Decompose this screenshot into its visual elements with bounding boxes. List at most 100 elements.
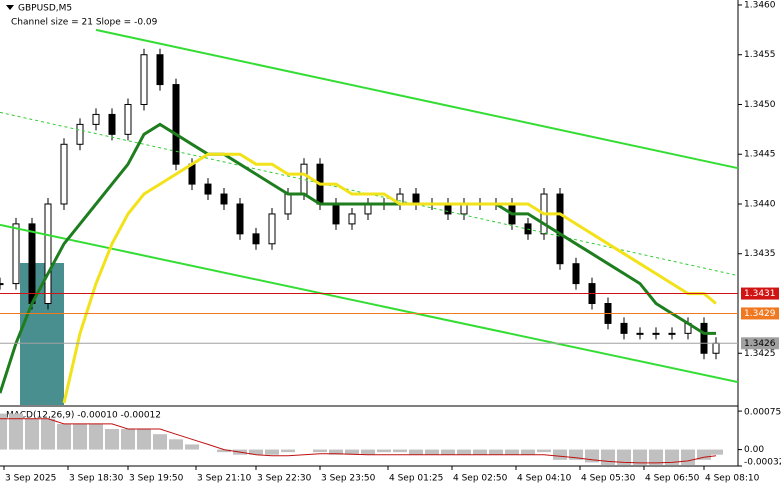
macd-bar bbox=[73, 423, 87, 450]
y-tick-label: 1.3440 bbox=[744, 199, 776, 209]
macd-bar bbox=[709, 449, 723, 455]
price-level-box bbox=[741, 337, 779, 350]
candle bbox=[284, 193, 292, 215]
x-tick-label: 4 Sep 04:10 bbox=[517, 474, 572, 484]
channel-line bbox=[0, 223, 739, 384]
macd-bar bbox=[249, 449, 263, 455]
candle bbox=[108, 113, 116, 135]
macd-bar bbox=[409, 449, 423, 455]
macd-bar bbox=[0, 413, 7, 450]
macd-label: MACD(12,26,9) -0.00010 -0.00012 bbox=[6, 411, 161, 421]
y-tick-label: 0.00075 bbox=[744, 408, 781, 418]
candle bbox=[572, 263, 580, 285]
macd-bar bbox=[505, 449, 519, 455]
x-tick-label: 3 Sep 22:30 bbox=[257, 474, 312, 484]
candle bbox=[348, 213, 356, 225]
candle bbox=[124, 103, 132, 135]
candle bbox=[60, 143, 68, 205]
x-tick-label: 3 Sep 19:50 bbox=[129, 474, 184, 484]
y-tick-label: 1.3435 bbox=[744, 249, 776, 259]
candle bbox=[172, 84, 180, 165]
candle bbox=[332, 203, 340, 225]
macd-bar bbox=[521, 449, 535, 455]
candle bbox=[300, 163, 308, 195]
macd-bar bbox=[473, 449, 487, 455]
chart-subtitle: Channel size = 21 Slope = -0.09 bbox=[11, 18, 158, 28]
moving-average bbox=[62, 152, 717, 404]
macd-bar bbox=[569, 449, 583, 460]
macd-bar bbox=[9, 413, 23, 450]
candle bbox=[620, 322, 628, 334]
candle bbox=[28, 223, 36, 305]
price-level-box bbox=[741, 287, 779, 300]
macd-bar bbox=[313, 449, 327, 453]
y-tick-label: 1.3445 bbox=[744, 150, 776, 160]
macd-bar bbox=[553, 449, 567, 460]
macd-bar bbox=[137, 429, 151, 450]
macd-bar bbox=[537, 449, 551, 453]
macd-bar bbox=[217, 449, 231, 453]
candle bbox=[668, 332, 676, 335]
macd-bar bbox=[393, 449, 407, 453]
price-level-label: 1.3426 bbox=[744, 339, 776, 349]
macd-bar bbox=[649, 449, 663, 465]
macd-bar bbox=[57, 423, 71, 450]
macd-bar bbox=[265, 449, 279, 455]
macd-bar bbox=[41, 418, 55, 450]
macd-bar bbox=[633, 449, 647, 465]
macd-bar bbox=[89, 423, 103, 450]
y-tick-label: -0.00032 bbox=[744, 458, 781, 468]
candle bbox=[700, 322, 708, 354]
price-level-label: 1.3431 bbox=[744, 289, 776, 299]
macd-bar bbox=[377, 449, 391, 453]
macd-bar bbox=[601, 449, 615, 465]
macd-bar bbox=[345, 449, 359, 455]
candle bbox=[636, 332, 644, 335]
macd-bar bbox=[329, 449, 343, 455]
candle bbox=[156, 54, 164, 86]
macd-bar bbox=[105, 429, 119, 450]
channel-line bbox=[95, 28, 739, 170]
y-tick-label: 1.3455 bbox=[744, 50, 776, 60]
macd-bar bbox=[441, 449, 455, 455]
macd-bar bbox=[361, 449, 375, 455]
macd-bar bbox=[425, 449, 439, 455]
macd-bar bbox=[281, 449, 295, 453]
candle bbox=[652, 332, 660, 335]
candle bbox=[236, 203, 244, 235]
x-tick-label: 4 Sep 01:25 bbox=[389, 474, 443, 484]
candle bbox=[12, 223, 20, 285]
candle bbox=[268, 213, 276, 245]
x-tick-label: 3 Sep 2025 bbox=[5, 474, 56, 484]
x-tick-label: 4 Sep 06:50 bbox=[645, 474, 700, 484]
price-level-label: 1.3429 bbox=[744, 309, 776, 319]
y-tick-label: 1.3425 bbox=[744, 349, 776, 359]
candle bbox=[44, 203, 52, 305]
x-tick-label: 4 Sep 05:30 bbox=[581, 474, 636, 484]
y-tick-label: 0.00 bbox=[744, 445, 764, 455]
y-tick-label: 1.3450 bbox=[744, 100, 776, 110]
macd-bar bbox=[489, 449, 503, 455]
candle bbox=[204, 183, 212, 195]
candle bbox=[76, 123, 84, 145]
menu-arrow bbox=[6, 5, 14, 10]
moving-average bbox=[0, 122, 716, 394]
candle bbox=[556, 193, 564, 265]
y-tick-label: 1.3460 bbox=[744, 0, 776, 10]
candle bbox=[0, 283, 4, 286]
candle bbox=[92, 113, 100, 125]
macd-bar bbox=[185, 444, 199, 450]
macd-bar bbox=[681, 449, 695, 465]
x-tick-label: 4 Sep 08:10 bbox=[705, 474, 760, 484]
macd-bar bbox=[153, 434, 167, 450]
candle bbox=[140, 54, 148, 105]
macd-bar bbox=[697, 449, 711, 460]
candle bbox=[252, 233, 260, 245]
x-tick-label: 3 Sep 18:30 bbox=[69, 474, 124, 484]
price-level-box bbox=[741, 307, 779, 320]
chart-title: GBPUSD,M5 bbox=[18, 4, 72, 14]
macd-bar bbox=[665, 449, 679, 465]
x-tick-label: 3 Sep 23:50 bbox=[321, 474, 376, 484]
